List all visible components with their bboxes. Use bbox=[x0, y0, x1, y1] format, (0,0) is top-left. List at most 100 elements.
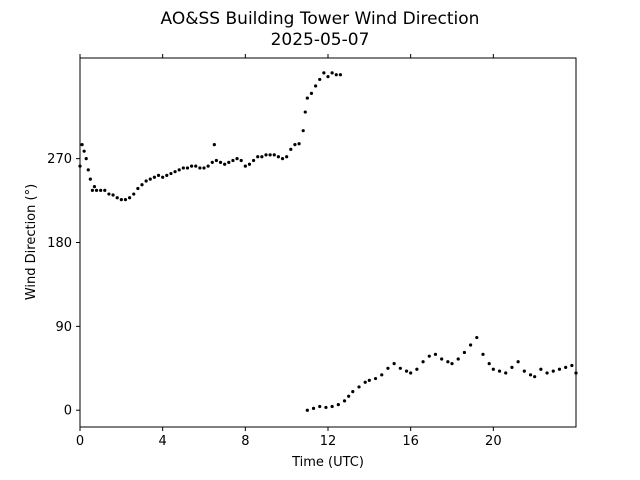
data-point bbox=[462, 350, 466, 355]
x-tick-label: 8 bbox=[241, 434, 249, 449]
data-point bbox=[334, 73, 338, 77]
data-point bbox=[214, 158, 218, 163]
data-point bbox=[206, 164, 210, 168]
data-point bbox=[231, 158, 235, 163]
data-point bbox=[88, 177, 92, 181]
data-point bbox=[165, 173, 169, 178]
data-point bbox=[202, 166, 206, 170]
data-point bbox=[305, 408, 309, 412]
data-point bbox=[136, 186, 140, 191]
data-point bbox=[351, 389, 355, 394]
data-point bbox=[342, 399, 347, 403]
data-point bbox=[469, 343, 473, 347]
data-points bbox=[78, 71, 578, 412]
y-tick-label: 0 bbox=[64, 404, 72, 419]
data-point bbox=[297, 142, 301, 146]
data-point bbox=[545, 371, 549, 375]
data-point bbox=[210, 160, 214, 164]
x-tick-label: 20 bbox=[485, 434, 502, 449]
data-point bbox=[404, 369, 409, 373]
data-point bbox=[539, 367, 543, 371]
data-point bbox=[82, 149, 86, 153]
data-point bbox=[386, 366, 390, 370]
data-point bbox=[247, 162, 252, 166]
data-point bbox=[330, 404, 334, 409]
data-point bbox=[318, 77, 322, 82]
data-point bbox=[173, 170, 177, 174]
data-point bbox=[260, 155, 264, 159]
data-point bbox=[144, 179, 148, 183]
data-point bbox=[111, 193, 115, 197]
data-point bbox=[252, 158, 256, 163]
data-point bbox=[148, 177, 152, 181]
data-point bbox=[427, 354, 431, 358]
data-point bbox=[433, 352, 438, 356]
x-axis-ticks: 0 4 8 12 16 20 bbox=[76, 54, 502, 449]
data-point bbox=[132, 192, 136, 196]
data-point bbox=[119, 198, 123, 202]
data-point bbox=[84, 157, 88, 161]
data-point bbox=[309, 91, 314, 96]
x-tick-label: 12 bbox=[320, 434, 337, 449]
y-tick-label: 270 bbox=[47, 152, 72, 167]
data-point bbox=[161, 175, 165, 179]
data-point bbox=[223, 162, 227, 166]
data-point bbox=[152, 175, 156, 179]
chart-title: AO&SS Building Tower Wind Direction bbox=[161, 9, 480, 29]
data-point bbox=[190, 164, 194, 168]
data-point bbox=[99, 188, 103, 192]
data-point bbox=[115, 196, 119, 200]
data-point bbox=[140, 183, 144, 187]
data-point bbox=[421, 360, 425, 364]
data-point bbox=[218, 160, 223, 164]
plot-frame bbox=[79, 57, 577, 428]
data-point bbox=[243, 164, 247, 168]
data-point bbox=[440, 357, 444, 361]
data-point bbox=[156, 173, 161, 178]
data-point bbox=[80, 143, 84, 147]
data-point bbox=[487, 362, 491, 366]
data-point bbox=[398, 366, 402, 370]
data-point bbox=[450, 362, 454, 366]
data-point bbox=[322, 71, 326, 75]
data-point bbox=[324, 405, 328, 410]
data-point bbox=[392, 362, 396, 366]
data-point bbox=[326, 75, 330, 79]
data-point bbox=[212, 143, 216, 147]
data-point bbox=[446, 360, 450, 364]
x-tick-label: 0 bbox=[76, 434, 84, 449]
data-point bbox=[491, 367, 495, 371]
data-point bbox=[227, 160, 231, 164]
x-tick-label: 4 bbox=[159, 434, 167, 449]
data-point bbox=[522, 369, 526, 373]
data-point bbox=[380, 373, 384, 377]
data-point bbox=[305, 96, 309, 100]
data-point bbox=[367, 378, 371, 383]
data-point bbox=[557, 367, 562, 371]
data-point bbox=[92, 184, 97, 189]
data-point bbox=[289, 147, 293, 151]
data-point bbox=[301, 129, 305, 133]
y-tick-label: 90 bbox=[55, 320, 72, 335]
chart-subtitle: 2025-05-07 bbox=[271, 30, 370, 50]
data-point bbox=[314, 84, 318, 88]
data-point bbox=[551, 369, 555, 373]
data-point bbox=[107, 192, 111, 196]
data-point bbox=[280, 157, 285, 161]
data-point bbox=[409, 371, 413, 375]
data-point bbox=[181, 166, 185, 170]
data-point bbox=[90, 188, 94, 192]
data-point bbox=[128, 196, 132, 200]
data-point bbox=[303, 110, 307, 114]
data-point bbox=[86, 168, 90, 172]
data-point bbox=[564, 365, 568, 369]
data-point bbox=[336, 403, 340, 407]
data-point bbox=[272, 153, 276, 157]
data-point bbox=[504, 371, 508, 375]
data-point bbox=[415, 367, 419, 371]
data-point bbox=[239, 158, 243, 163]
y-tick-label: 180 bbox=[47, 236, 72, 251]
data-point bbox=[528, 373, 533, 377]
x-tick-label: 16 bbox=[402, 434, 419, 449]
